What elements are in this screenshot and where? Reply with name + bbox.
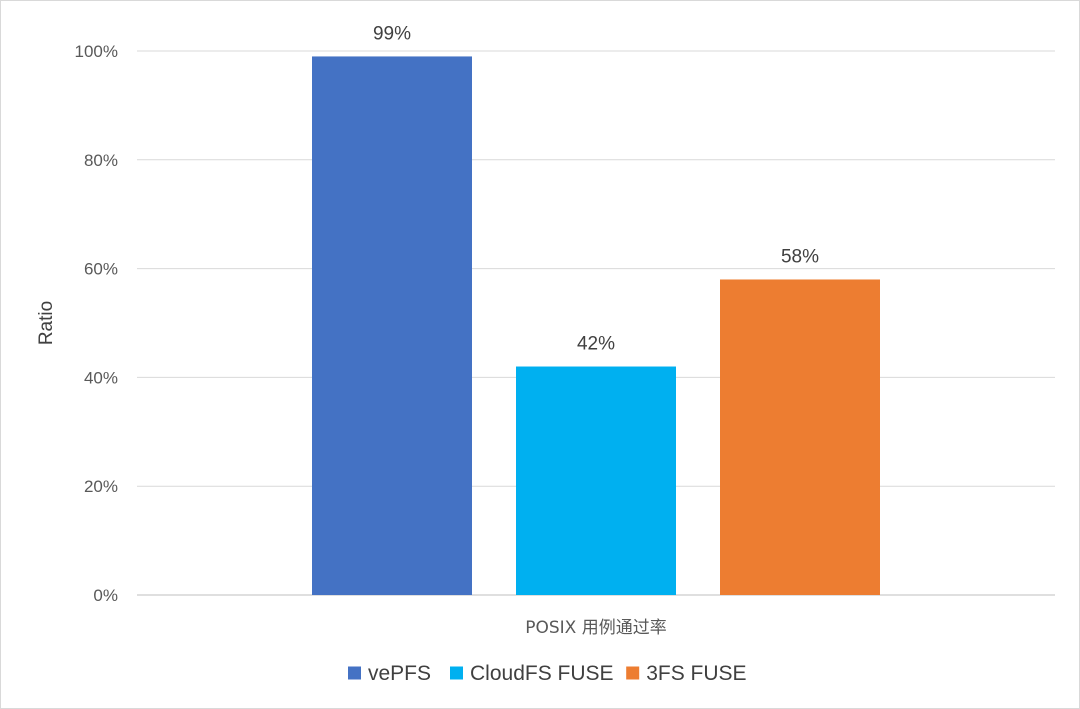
data-label: 99%	[373, 23, 411, 44]
legend-label: 3FS FUSE	[646, 662, 746, 685]
gridlines	[137, 50, 1055, 596]
legend-swatch	[348, 666, 361, 680]
legend-label: CloudFS FUSE	[470, 662, 614, 685]
y-tick-label: 20%	[84, 477, 118, 496]
bar-vepfs	[312, 56, 472, 595]
y-axis-label: Ratio	[36, 301, 57, 345]
legend-swatch	[450, 666, 463, 680]
legend-swatch	[626, 666, 640, 680]
y-tick-label: 100%	[75, 42, 118, 61]
y-axis-ticks: 0% 20% 40% 60% 80% 100%	[75, 42, 118, 605]
legend-label: vePFS	[368, 662, 431, 685]
data-label: 58%	[781, 246, 819, 267]
bars	[312, 56, 880, 595]
x-category-label: POSIX 用例通过率	[525, 618, 667, 638]
data-labels: 99% 42% 58%	[373, 23, 819, 354]
y-tick-label: 0%	[93, 586, 118, 605]
data-label: 42%	[577, 334, 615, 355]
legend: vePFS CloudFS FUSE 3FS FUSE	[348, 662, 747, 685]
y-tick-label: 60%	[84, 260, 118, 279]
y-tick-label: 40%	[84, 368, 118, 387]
y-tick-label: 80%	[84, 151, 118, 170]
bar-cloudfs-fuse	[516, 366, 676, 595]
bar-3fs-fuse	[720, 279, 880, 595]
